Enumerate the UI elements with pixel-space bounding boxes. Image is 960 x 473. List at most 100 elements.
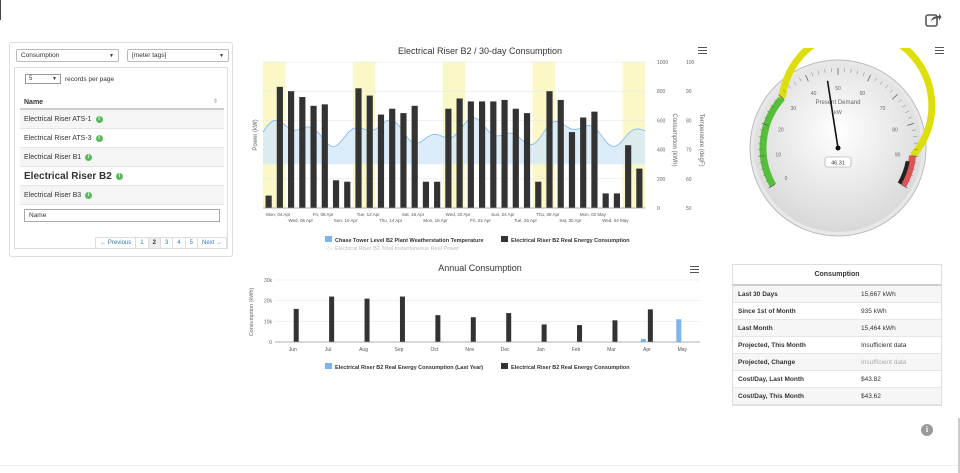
gauge-tick [824, 69, 826, 74]
x-tick-label: Wed, 06 Apr [288, 218, 313, 223]
x-tick-label: Thu, 28 Apr [536, 212, 560, 217]
consumption-bar [456, 98, 463, 208]
row-label: Projected, This Month [738, 341, 806, 349]
gauge-tick [770, 104, 774, 108]
legend-consumption[interactable]: Electrical Riser B2 Real Energy Consumpt… [511, 238, 630, 244]
chart1-legend[interactable]: Chase Tower Level B2 Plant Weatherstatio… [325, 236, 630, 252]
gauge-tick-label: 50 [835, 86, 841, 92]
pager-page-4[interactable]: 4 [173, 238, 186, 248]
pager-page-5[interactable]: 5 [186, 238, 198, 248]
x-tick-label: Jun [289, 347, 297, 353]
gauge-tick [911, 168, 916, 170]
legend-last-year[interactable]: Electrical Riser B2 Real Energy Consumpt… [335, 365, 483, 371]
gauge-tick-label: 0 [785, 176, 788, 182]
gauge-menu-icon[interactable] [935, 47, 944, 54]
table-row-selected[interactable]: Electrical Riser B2 i [20, 167, 224, 186]
x-tick-label: Sun, 10 Apr [334, 218, 358, 223]
info-icon[interactable]: i [921, 424, 933, 436]
gauge-value-box [824, 156, 852, 168]
x-tick-label: Tue, 26 Apr [514, 218, 538, 223]
info-badge-icon[interactable]: i [85, 191, 93, 199]
gauge-tick [759, 162, 764, 164]
x-tick-label: Jan [537, 347, 545, 353]
pager-previous[interactable]: ← Previous [96, 238, 137, 248]
table-row[interactable]: Electrical Riser B1 i [20, 148, 224, 167]
annual-bar [640, 338, 646, 342]
table-header-label: Name [24, 99, 44, 106]
meter-name[interactable]: Electrical Riser B3 [24, 191, 82, 199]
table-row[interactable]: Electrical Riser B3 i [20, 186, 224, 205]
gauge-tick [898, 99, 902, 103]
info-badge-icon[interactable]: i [115, 172, 123, 180]
gauge-tick [799, 77, 802, 82]
records-per-page-select[interactable]: 5 ▼ [25, 74, 61, 84]
gauge-title: Present Demand [815, 100, 860, 106]
consumption-bar [332, 180, 340, 208]
consumption-bar [400, 113, 407, 208]
gauge-tick [760, 129, 765, 131]
annual-bar [541, 324, 547, 342]
legend-this-year[interactable]: Electrical Riser B2 Real Energy Consumpt… [511, 365, 630, 371]
meter-name[interactable]: Electrical Riser B1 [24, 153, 82, 161]
consumption-row: Last 30 Days 15,667 kWh [733, 286, 941, 303]
table-row[interactable]: Electrical Riser ATS-1 i [20, 110, 224, 129]
gauge-tick [760, 168, 765, 170]
meter-name[interactable]: Electrical Riser ATS-1 [24, 115, 92, 123]
pager-page-1[interactable]: 1 [136, 238, 149, 248]
row-value: $43.62 [861, 392, 881, 400]
gauge-tick [788, 85, 791, 89]
pager-next[interactable]: Next → [201, 240, 222, 246]
tags-select[interactable]: [meter tags] ▼ [127, 49, 229, 62]
table-row[interactable]: Electrical Riser ATS-3 i [20, 129, 224, 148]
gauge-tick [768, 184, 775, 189]
chevron-down-icon: ▼ [109, 53, 114, 59]
consumption-table-title: Consumption [733, 265, 941, 286]
gauge-tick [811, 72, 814, 77]
meter-name[interactable]: Electrical Riser ATS-3 [24, 134, 92, 142]
info-badge-icon[interactable]: i [85, 153, 93, 161]
y-tick-label: 20k [264, 299, 273, 305]
consumption-bar [276, 86, 283, 208]
chart2-legend[interactable]: Electrical Riser B2 Real Energy Consumpt… [325, 363, 630, 371]
consumption-bar [344, 181, 351, 208]
chart2-title: Annual Consumption [438, 263, 522, 273]
chart2-ylabel: Consumption (kWh) [249, 288, 255, 337]
legend-temp[interactable]: Chase Tower Level B2 Plant Weatherstatio… [335, 238, 484, 244]
row-label: Projected, Change [738, 358, 796, 366]
gauge-tick [764, 116, 769, 119]
gauge-tick [758, 136, 763, 138]
annual-bar [506, 313, 512, 342]
chevron-down-icon: ▼ [52, 76, 57, 82]
consumption-bar [411, 105, 418, 208]
gauge-needle [826, 80, 839, 149]
name-filter-input[interactable]: Name [24, 209, 220, 222]
y2-tick-label: 800 [657, 89, 666, 95]
gauge-tick [774, 99, 778, 103]
consumption-bar [287, 91, 295, 208]
type-select[interactable]: Consumption ▼ [16, 49, 119, 62]
meter-table: Name ⇕ Electrical Riser ATS-1 i Electric… [20, 94, 224, 226]
y2-tick-label: 400 [657, 148, 666, 154]
table-header-name[interactable]: Name ⇕ [20, 94, 224, 110]
info-badge-icon[interactable]: i [95, 115, 103, 123]
gauge-pivot [835, 145, 841, 151]
pager-page-3[interactable]: 3 [161, 238, 174, 248]
info-badge-icon[interactable]: i [95, 134, 103, 142]
x-tick-label: Fri, 22 Apr [470, 218, 491, 223]
chart1-ylabel: Power (kW) [253, 119, 259, 150]
pager-page-2[interactable]: 2 [148, 238, 161, 248]
x-tick-label: Sep [395, 347, 404, 353]
chart2-menu-icon[interactable] [690, 266, 699, 273]
chart1-menu-icon[interactable] [698, 47, 707, 54]
annual-chart: Annual Consumption 0 10k 20k 30k Jun Jul Aug Se… [249, 263, 700, 371]
share-icon[interactable] [924, 10, 942, 28]
consumption-bar [557, 99, 564, 208]
consumption-bar [523, 113, 531, 208]
gauge-tick [889, 89, 893, 93]
y2-tick-label: 200 [657, 177, 666, 183]
meter-name[interactable]: Electrical Riser B2 [24, 170, 112, 182]
x-tick-label: May [678, 347, 688, 353]
legend-power[interactable]: Electrical Riser B2 Total Instantaneous … [335, 246, 459, 252]
consumption-table: Consumption Last 30 Days 15,667 kWh Since… [732, 264, 942, 406]
consumption-bar [299, 97, 306, 208]
